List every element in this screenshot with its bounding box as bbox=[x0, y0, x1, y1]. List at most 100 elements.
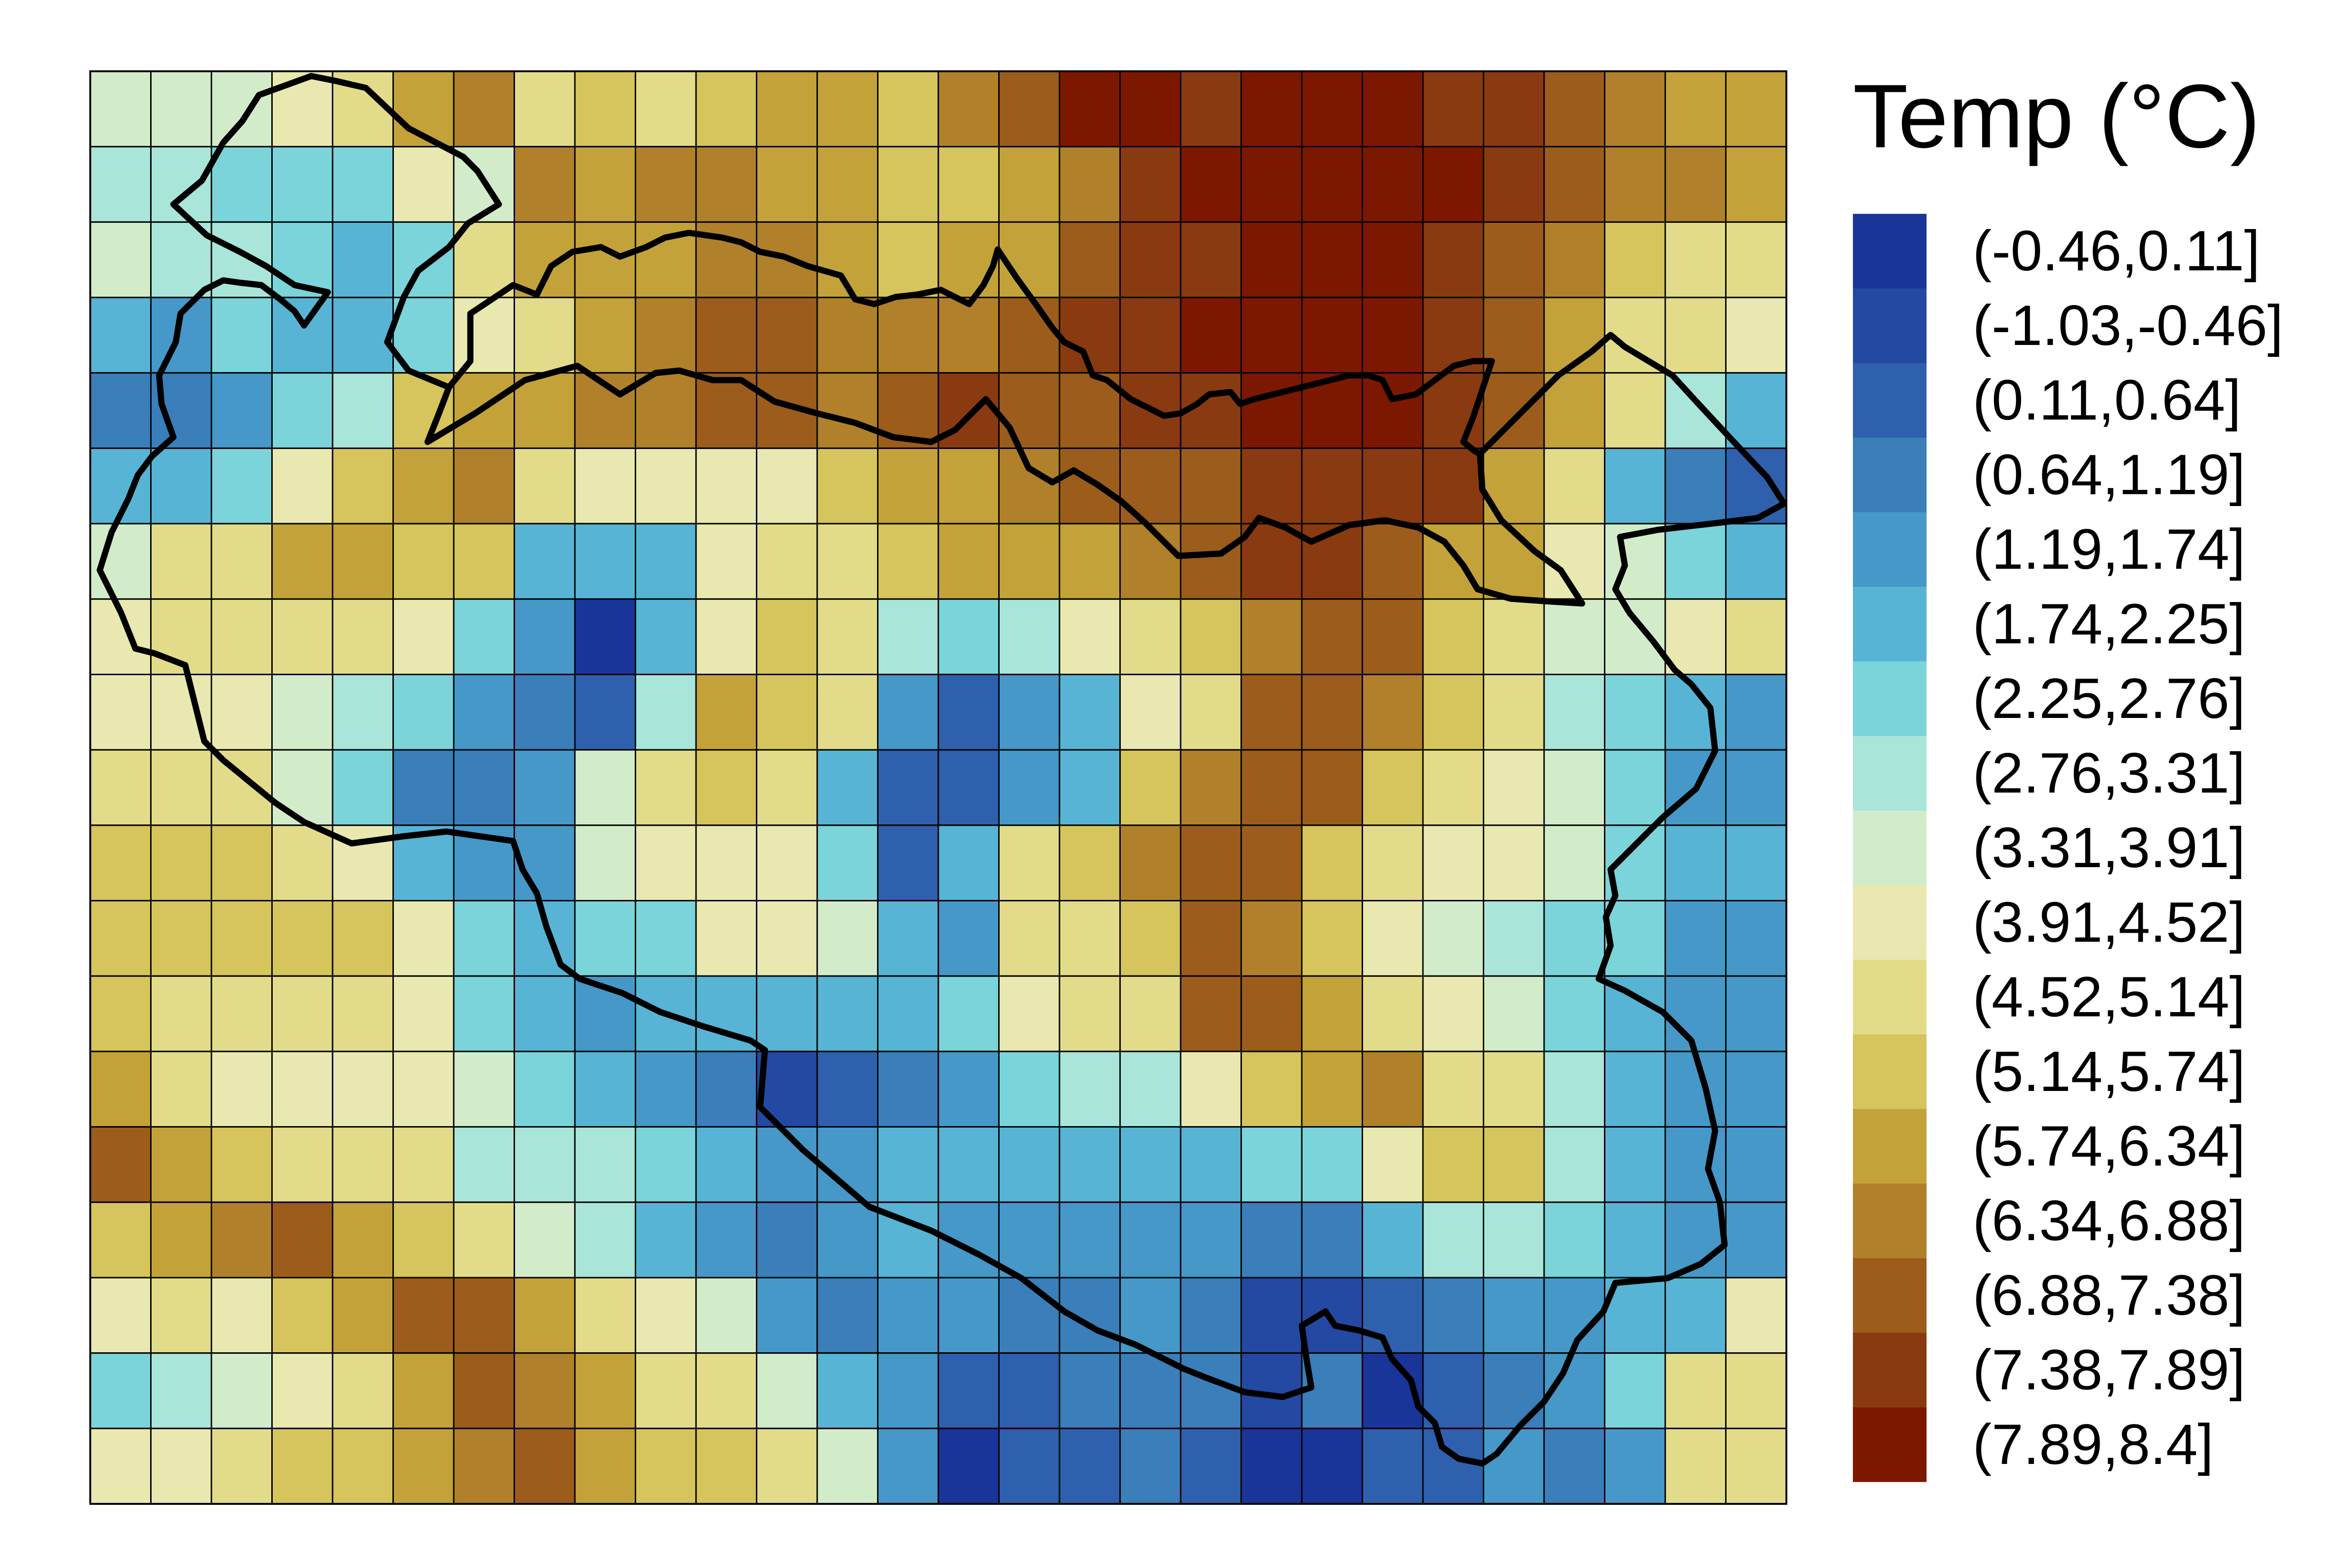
grid-cell bbox=[332, 900, 394, 977]
grid-cell bbox=[392, 900, 455, 977]
grid-cell bbox=[635, 1427, 697, 1505]
grid-cell bbox=[271, 296, 334, 374]
grid-cell bbox=[453, 1352, 515, 1429]
grid-cell bbox=[816, 146, 878, 223]
grid-cell bbox=[453, 1126, 515, 1203]
grid-cell bbox=[150, 1277, 212, 1354]
grid-cell bbox=[514, 70, 576, 148]
grid-cell bbox=[574, 1427, 636, 1505]
grid-cell bbox=[1059, 447, 1121, 525]
grid-cell bbox=[271, 1126, 334, 1203]
grid-cell bbox=[271, 447, 334, 525]
grid-cell bbox=[1119, 900, 1182, 977]
grid-cell bbox=[1180, 824, 1242, 902]
grid-cell bbox=[150, 1201, 212, 1279]
grid-cell bbox=[635, 1277, 697, 1354]
grid-cell bbox=[1180, 296, 1242, 374]
grid-cell bbox=[514, 1277, 576, 1354]
grid-cell bbox=[1483, 824, 1545, 902]
grid-cell bbox=[210, 824, 273, 902]
grid-cell bbox=[998, 1427, 1060, 1505]
grid-cell bbox=[1422, 975, 1484, 1052]
grid-cell bbox=[1725, 447, 1787, 525]
grid-cell bbox=[210, 1352, 273, 1429]
grid-cell bbox=[574, 824, 636, 902]
grid-cell bbox=[1059, 1126, 1121, 1203]
grid-cell bbox=[877, 523, 939, 600]
grid-cell bbox=[998, 70, 1060, 148]
grid-cell bbox=[1604, 372, 1666, 449]
grid-cell bbox=[1180, 598, 1242, 675]
grid-cell bbox=[1422, 749, 1484, 826]
grid-cell bbox=[271, 975, 334, 1052]
grid-cell bbox=[1483, 749, 1545, 826]
grid-cell bbox=[816, 221, 878, 298]
grid-cell bbox=[1664, 447, 1727, 525]
grid-cell bbox=[695, 523, 757, 600]
grid-cell bbox=[1543, 1427, 1605, 1505]
grid-cell bbox=[816, 749, 878, 826]
grid-cell bbox=[1725, 221, 1787, 298]
grid-cell bbox=[392, 1126, 455, 1203]
grid-cell bbox=[1059, 1201, 1121, 1279]
grid-cell bbox=[514, 824, 576, 902]
grid-cell bbox=[574, 1126, 636, 1203]
legend-swatch bbox=[1853, 587, 1927, 661]
grid-cell bbox=[937, 1427, 1000, 1505]
grid-cell bbox=[392, 598, 455, 675]
grid-cell bbox=[1301, 1277, 1363, 1354]
grid-cell bbox=[210, 900, 273, 977]
legend-swatch bbox=[1853, 1184, 1927, 1258]
grid-cell bbox=[1059, 900, 1121, 977]
grid-cell bbox=[1664, 900, 1727, 977]
grid-cell bbox=[998, 1126, 1060, 1203]
grid-cell bbox=[877, 598, 939, 675]
grid-cell bbox=[150, 1352, 212, 1429]
grid-cell bbox=[332, 673, 394, 751]
grid-cell bbox=[210, 523, 273, 600]
grid-cell bbox=[1240, 1427, 1303, 1505]
grid-cell bbox=[1725, 1427, 1787, 1505]
grid-cell bbox=[1483, 975, 1545, 1052]
grid-cell bbox=[1483, 1126, 1545, 1203]
grid-cell bbox=[1301, 1051, 1363, 1128]
grid-cell bbox=[1362, 70, 1424, 148]
grid-cell bbox=[1240, 1201, 1303, 1279]
grid-cell bbox=[332, 1051, 394, 1128]
legend-swatch bbox=[1853, 885, 1927, 960]
grid-cell bbox=[998, 1201, 1060, 1279]
grid-cell bbox=[1362, 447, 1424, 525]
grid-cell bbox=[392, 1427, 455, 1505]
legend-swatch bbox=[1853, 1109, 1927, 1184]
grid-cell bbox=[1362, 673, 1424, 751]
grid-cell bbox=[756, 523, 818, 600]
grid-cell bbox=[1664, 1277, 1727, 1354]
legend-swatch bbox=[1853, 736, 1927, 811]
grid-cell bbox=[1362, 221, 1424, 298]
grid-cell bbox=[1422, 146, 1484, 223]
grid-cell bbox=[1180, 673, 1242, 751]
legend-label: (4.52,5.14] bbox=[1973, 965, 2245, 1029]
grid-cell bbox=[332, 296, 394, 374]
grid-cell bbox=[877, 1277, 939, 1354]
grid-cell bbox=[937, 523, 1000, 600]
grid-cell bbox=[271, 824, 334, 902]
grid-cell bbox=[1664, 824, 1727, 902]
grid-cell bbox=[1422, 673, 1484, 751]
grid-cell bbox=[695, 824, 757, 902]
grid-cell bbox=[695, 296, 757, 374]
legend-label: (5.14,5.74] bbox=[1973, 1040, 2245, 1103]
grid-cell bbox=[453, 1051, 515, 1128]
grid-cell bbox=[756, 1427, 818, 1505]
grid-cell bbox=[1483, 1201, 1545, 1279]
grid-cell bbox=[1725, 673, 1787, 751]
grid-cell bbox=[998, 749, 1060, 826]
grid-cell bbox=[1725, 975, 1787, 1052]
grid-cell bbox=[756, 975, 818, 1052]
grid-cell bbox=[574, 900, 636, 977]
grid-cell bbox=[1543, 824, 1605, 902]
grid-cell bbox=[453, 749, 515, 826]
grid-cell bbox=[1483, 598, 1545, 675]
grid-cell bbox=[877, 1051, 939, 1128]
grid-cell bbox=[816, 1277, 878, 1354]
